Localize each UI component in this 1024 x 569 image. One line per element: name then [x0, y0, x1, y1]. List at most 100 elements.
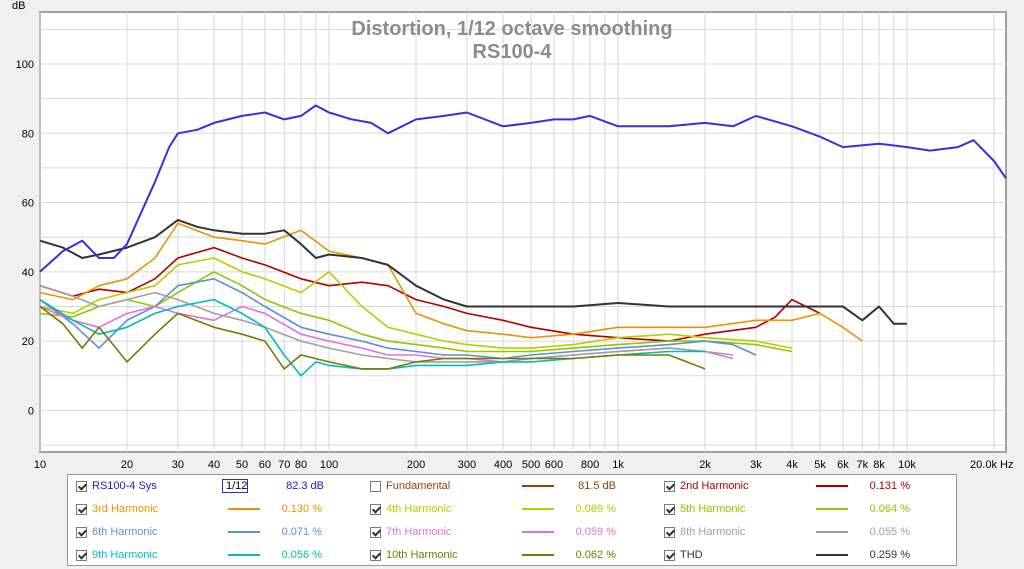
x-tick-label: 70: [278, 459, 290, 470]
x-tick-label: 10: [34, 459, 46, 470]
x-tick-label: 300: [458, 459, 476, 470]
legend-label: RS100-4 Sys: [92, 480, 157, 492]
legend-item-10th-harmonic: 10th Harmonic 0.062 %: [370, 545, 616, 565]
legend-item-thd: THD 0.259 %: [664, 545, 910, 565]
legend-value: 0.259 %: [869, 549, 910, 561]
distortion-chart: 10 20 30 40 50 60 70 80 100 200 300 400 500 600 800 1k 2…: [12, 0, 1014, 470]
x-tick-label: 800: [581, 459, 599, 470]
legend-value: 81.5 dB: [578, 480, 616, 492]
legend-checkbox-3rd-harmonic[interactable]: [76, 503, 87, 515]
legend-swatch: [228, 531, 260, 533]
legend-checkbox-10th-harmonic[interactable]: [370, 549, 381, 561]
legend-checkbox-5th-harmonic[interactable]: [664, 503, 675, 515]
legend-swatch: [228, 554, 260, 556]
x-tick-label: 5k: [814, 459, 826, 470]
legend-value: 0.056 %: [281, 549, 322, 561]
chart-subtitle: RS100-4: [473, 41, 553, 63]
legend-value: 0.055 %: [869, 526, 910, 538]
plot-area: [39, 11, 1007, 453]
legend-item-rs100-4-sys: RS100-4 Sys 1/12 82.3 dB: [76, 476, 324, 496]
legend-checkbox-fundamental[interactable]: [370, 480, 381, 492]
legend-checkbox-9th-harmonic[interactable]: [76, 549, 87, 561]
legend-item-7th-harmonic: 7th Harmonic 0.059 %: [370, 522, 616, 542]
legend-checkbox-7th-harmonic[interactable]: [370, 526, 381, 538]
x-tick-label: 60: [259, 459, 271, 470]
chart-title: Distortion, 1/12 octave smoothing: [351, 18, 672, 40]
legend-value: 0.064 %: [869, 503, 910, 515]
x-tick-label: 600: [545, 459, 563, 470]
series-layer: [39, 104, 1007, 377]
legend-label: 9th Harmonic: [92, 549, 158, 561]
legend-item-8th-harmonic: 8th Harmonic 0.055 %: [664, 522, 910, 542]
legend-label: 2nd Harmonic: [680, 480, 749, 492]
legend-checkbox-thd[interactable]: [664, 549, 675, 561]
legend-item-6th-harmonic: 6th Harmonic 0.071 %: [76, 522, 322, 542]
legend-label: 8th Harmonic: [680, 526, 746, 538]
x-tick-label: 2k: [699, 459, 711, 470]
series-line-3rd-harmonic: [39, 222, 863, 342]
legend-swatch: [522, 485, 554, 487]
x-tick-label: 10k: [898, 459, 916, 470]
x-tick-label: 100: [320, 459, 338, 470]
legend-label: Fundamental: [386, 480, 451, 492]
series-line-thd: [39, 218, 907, 325]
legend-checkbox-8th-harmonic[interactable]: [664, 526, 675, 538]
x-tick-label: 3k: [750, 459, 762, 470]
x-tick-label: 30: [172, 459, 184, 470]
legend-item-3rd-harmonic: 3rd Harmonic 0.130 %: [76, 499, 322, 519]
legend-checkbox-4th-harmonic[interactable]: [370, 503, 381, 515]
grid-lines: [39, 12, 1006, 452]
series-line-10th-harmonic: [39, 305, 706, 370]
legend-checkbox-2nd-harmonic[interactable]: [664, 480, 675, 492]
legend-item-4th-harmonic: 4th Harmonic 0.089 %: [370, 499, 616, 519]
x-tick-label: 400: [494, 459, 512, 470]
legend-panel: RS100-4 Sys 1/12 82.3 dB Fundamental 81.5 dB…: [67, 474, 957, 566]
series-line-6th-harmonic: [39, 277, 757, 360]
legend-value: 0.089 %: [575, 503, 616, 515]
x-tick-label: 6k: [837, 459, 849, 470]
legend-value: 82.3 dB: [286, 480, 324, 492]
legend-label: 10th Harmonic: [386, 549, 458, 561]
y-tick-label: 0: [28, 405, 34, 417]
x-tick-label: 8k: [873, 459, 885, 470]
legend-swatch: [816, 485, 848, 487]
legend-value: 0.131 %: [869, 480, 910, 492]
legend-value: 0.062 %: [575, 549, 616, 561]
tick-labels: 10 20 30 40 50 60 70 80 100 200 300 400 500 600 800 1k 2…: [16, 59, 1014, 470]
legend-label: THD: [680, 549, 703, 561]
x-tick-label: 200: [407, 459, 425, 470]
legend-swatch: [816, 508, 848, 510]
series-line-9th-harmonic: [39, 298, 705, 377]
legend-swatch: [522, 508, 554, 510]
x-tick-label: 1k: [612, 459, 624, 470]
legend-swatch: [522, 554, 554, 556]
smoothing-selector[interactable]: 1/12: [222, 479, 248, 493]
x-tick-label: 20.0k Hz: [970, 459, 1013, 470]
x-tick-label: 40: [208, 459, 220, 470]
x-tick-label: 500: [522, 459, 540, 470]
legend-label: 7th Harmonic: [386, 526, 452, 538]
legend-label: 3rd Harmonic: [92, 503, 159, 515]
series-line-rs100-4-sys: [39, 104, 1007, 273]
y-axis-label: dB: [12, 0, 25, 12]
series-line-5th-harmonic: [39, 270, 793, 353]
x-tick-label: 20: [121, 459, 133, 470]
legend-swatch: [522, 531, 554, 533]
y-tick-label: 100: [16, 59, 34, 71]
y-tick-label: 60: [22, 198, 34, 210]
series-line-2nd-harmonic: [39, 246, 821, 342]
legend-value: 0.130 %: [281, 503, 322, 515]
legend-item-2nd-harmonic: 2nd Harmonic 0.131 %: [664, 476, 910, 496]
legend-value: 0.059 %: [575, 526, 616, 538]
legend-label: 6th Harmonic: [92, 526, 158, 538]
series-line-4th-harmonic: [39, 257, 793, 349]
x-tick-label: 4k: [786, 459, 798, 470]
legend-checkbox-rs100-4-sys[interactable]: [76, 480, 87, 492]
x-tick-label: 50: [236, 459, 248, 470]
legend-label: 4th Harmonic: [386, 503, 452, 515]
y-tick-label: 40: [22, 267, 34, 279]
legend-checkbox-6th-harmonic[interactable]: [76, 526, 87, 538]
legend-item-5th-harmonic: 5th Harmonic 0.064 %: [664, 499, 910, 519]
legend-item-fundamental: Fundamental 81.5 dB: [370, 476, 616, 496]
series-line-8th-harmonic: [39, 284, 734, 363]
